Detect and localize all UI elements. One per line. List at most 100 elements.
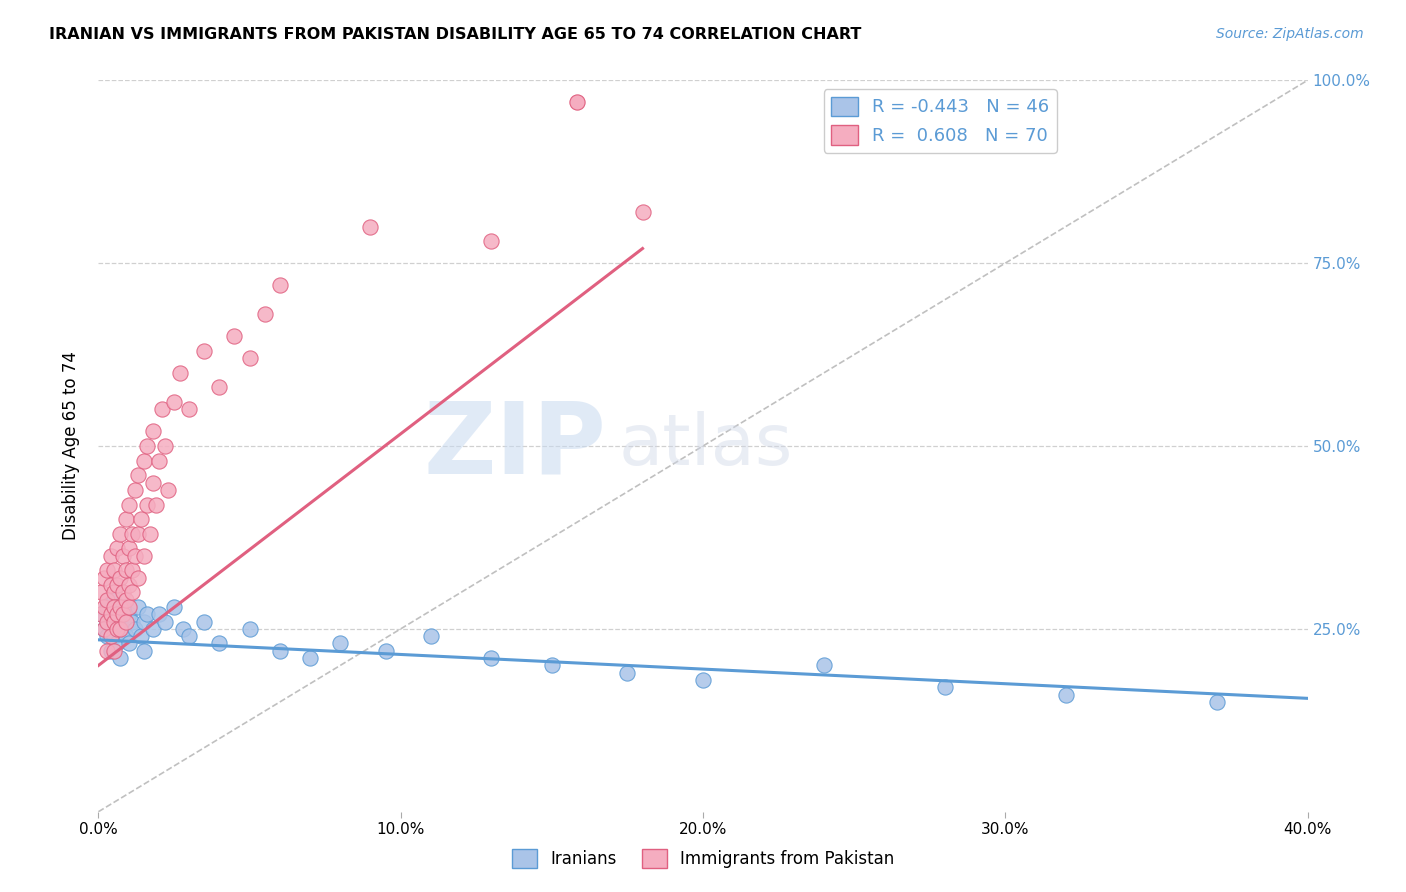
Point [100,578,122,592]
Point [163,395,186,409]
Point [124,483,146,497]
Point [127,526,149,541]
Point [692,673,714,687]
Point [105,541,128,556]
Point [127,468,149,483]
Point [129,512,152,526]
Point [103,563,125,577]
Point [163,599,186,614]
Point [90,607,112,622]
Point [813,658,835,673]
Point [208,380,231,394]
Point [148,453,170,467]
Text: IRANIAN VS IMMIGRANTS FROM PAKISTAN DISABILITY AGE 65 TO 74 CORRELATION CHART: IRANIAN VS IMMIGRANTS FROM PAKISTAN DISA… [49,27,862,42]
Point [118,636,141,650]
Point [105,607,128,622]
Point [135,607,157,622]
Point [118,498,141,512]
Point [103,599,125,614]
Point [156,483,179,497]
Point [631,205,654,219]
Point [142,475,165,490]
Point [111,585,134,599]
Y-axis label: Disability Age 65 to 74: Disability Age 65 to 74 [62,351,80,541]
Point [169,366,191,380]
Point [103,629,125,643]
Point [142,425,165,439]
Point [121,526,143,541]
Point [93,571,115,585]
Point [111,549,134,563]
Point [172,622,194,636]
Point [360,219,382,234]
Point [96,563,118,577]
Point [193,343,215,358]
Point [100,607,122,622]
Point [103,644,125,658]
Point [108,622,131,636]
Point [111,622,134,636]
Point [299,651,322,665]
Point [132,453,155,467]
Point [118,541,141,556]
Legend: R = -0.443   N = 46, R =  0.608   N = 70: R = -0.443 N = 46, R = 0.608 N = 70 [824,89,1057,153]
Text: ZIP: ZIP [423,398,606,494]
Point [111,607,134,622]
Point [96,592,118,607]
Point [105,636,128,650]
Point [103,615,125,629]
Point [148,607,170,622]
Point [114,512,136,526]
Point [269,278,291,293]
Point [100,549,122,563]
Legend: Iranians, Immigrants from Pakistan: Iranians, Immigrants from Pakistan [505,843,901,875]
Point [127,599,149,614]
Point [124,622,146,636]
Point [934,681,956,695]
Point [224,329,246,343]
Point [193,615,215,629]
Point [135,498,157,512]
Point [118,578,141,592]
Point [1206,695,1229,709]
Point [481,234,503,248]
Point [269,644,291,658]
Point [105,607,128,622]
Point [132,615,155,629]
Point [96,615,118,629]
Point [208,636,231,650]
Point [153,439,176,453]
Point [329,636,352,650]
Point [481,651,503,665]
Text: atlas: atlas [619,411,793,481]
Text: Source: ZipAtlas.com: Source: ZipAtlas.com [1216,27,1364,41]
Point [179,402,201,417]
Point [540,658,562,673]
Point [420,629,443,643]
Point [108,571,131,585]
Point [96,644,118,658]
Point [1054,688,1077,702]
Point [114,629,136,643]
Point [103,585,125,599]
Point [114,563,136,577]
Point [139,526,162,541]
Point [93,622,115,636]
Point [108,651,131,665]
Point [135,439,157,453]
Point [111,599,134,614]
Point [93,622,115,636]
Point [103,592,125,607]
Point [374,644,396,658]
Point [239,622,262,636]
Point [114,615,136,629]
Point [253,307,276,321]
Point [114,592,136,607]
Point [118,607,141,622]
Point [108,615,131,629]
Point [121,615,143,629]
Point [132,549,155,563]
Point [239,351,262,366]
Point [90,607,112,622]
Point [108,526,131,541]
